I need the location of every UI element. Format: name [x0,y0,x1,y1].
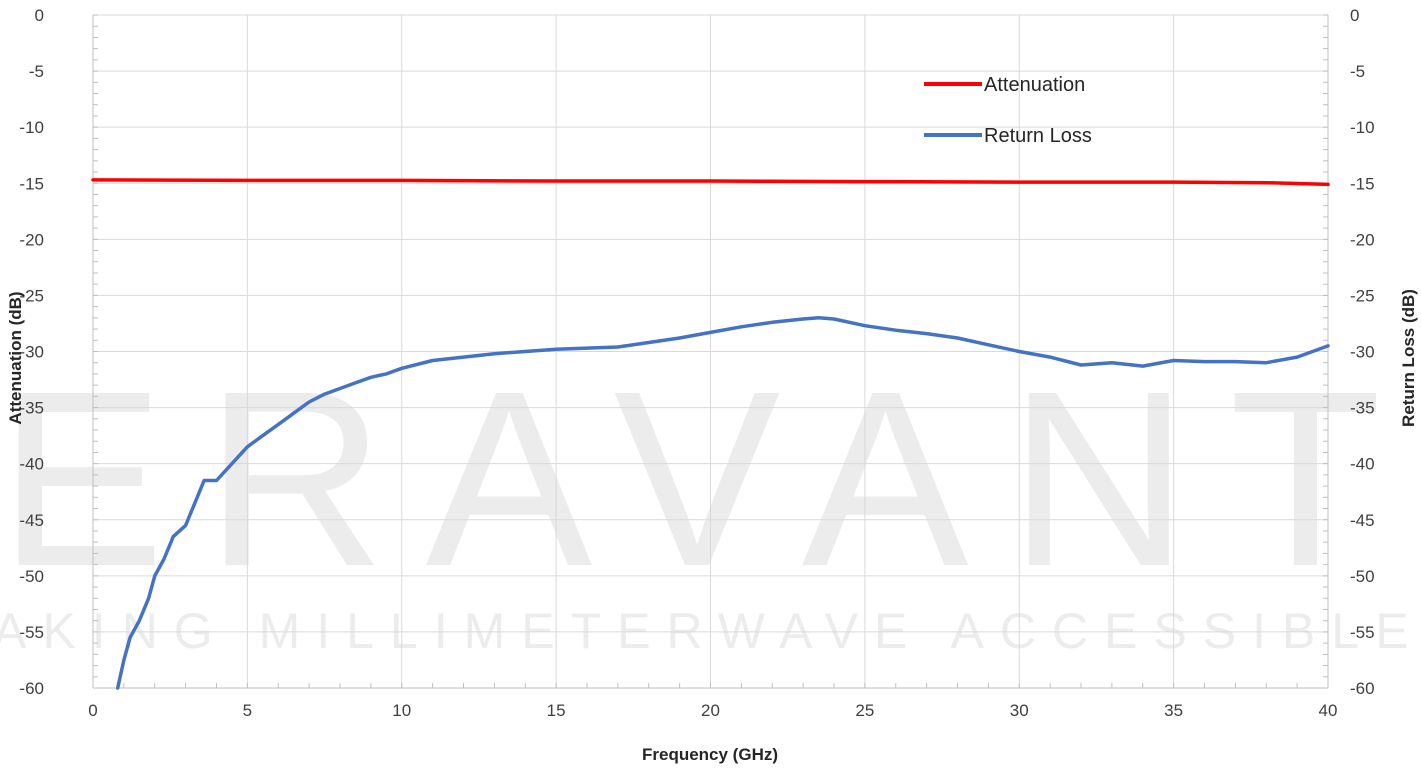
minor-ticks [92,14,1329,689]
y-tick-label: -5 [29,62,44,81]
y2-tick-label: -50 [1350,567,1375,586]
y2-tick-label: -45 [1350,511,1375,530]
y2-tick-label: -60 [1350,679,1375,698]
y-tick-label: -20 [19,230,44,249]
series-layer [91,178,1330,690]
y-tick-label: -40 [19,455,44,474]
x-tick-label: 15 [547,701,566,720]
x-tick-label: 10 [392,701,411,720]
y2-tick-label: -5 [1350,62,1365,81]
x-tick-label: 5 [243,701,252,720]
y2-tick-label: 0 [1350,6,1359,25]
x-tick-label: 40 [1319,701,1338,720]
x-axis-title: Frequency (GHz) [642,745,778,764]
y-tick-label: -55 [19,623,44,642]
y2-tick-label: -30 [1350,343,1375,362]
x-tick-label: 25 [855,701,874,720]
y2-tick-label: -25 [1350,286,1375,305]
y-tick-label: -60 [19,679,44,698]
y-tick-label: 0 [35,6,44,25]
legend: Attenuation Return Loss [924,74,1092,147]
y-tick-label: -15 [19,174,44,193]
x-tick-label: 20 [701,701,720,720]
y2-tick-label: -55 [1350,623,1375,642]
y2-tick-label: -35 [1350,399,1375,418]
y-tick-label: -25 [19,286,44,305]
y2-axis-title: Return Loss (dB) [1399,289,1418,427]
x-tick-label: 0 [88,701,97,720]
y-tick-label: -10 [19,118,44,137]
series-line-attenuation [91,178,1330,187]
y-tick-label: -45 [19,511,44,530]
legend-label-attenuation: Attenuation [984,74,1085,96]
axes [92,15,1329,689]
y-tick-label: -50 [19,567,44,586]
y-axis-title: Attenuation (dB) [6,291,25,424]
y2-tick-label: -15 [1350,174,1375,193]
y-tick-label: -35 [19,399,44,418]
y-tick-label: -30 [19,343,44,362]
series-line-return-loss [115,316,1330,690]
x-tick-label: 35 [1164,701,1183,720]
x-tick-label: 30 [1010,701,1029,720]
y2-tick-label: -40 [1350,455,1375,474]
watermark-brand: ERAVANT [0,339,1421,618]
y2-tick-label: -10 [1350,118,1375,137]
tick-labels: 0 5 10 15 20 25 30 35 40 0 -5 -10 -15 -20 -25 -30 -35 -40… [19,6,1374,720]
legend-label-return-loss: Return Loss [984,125,1092,147]
y2-tick-label: -20 [1350,230,1375,249]
